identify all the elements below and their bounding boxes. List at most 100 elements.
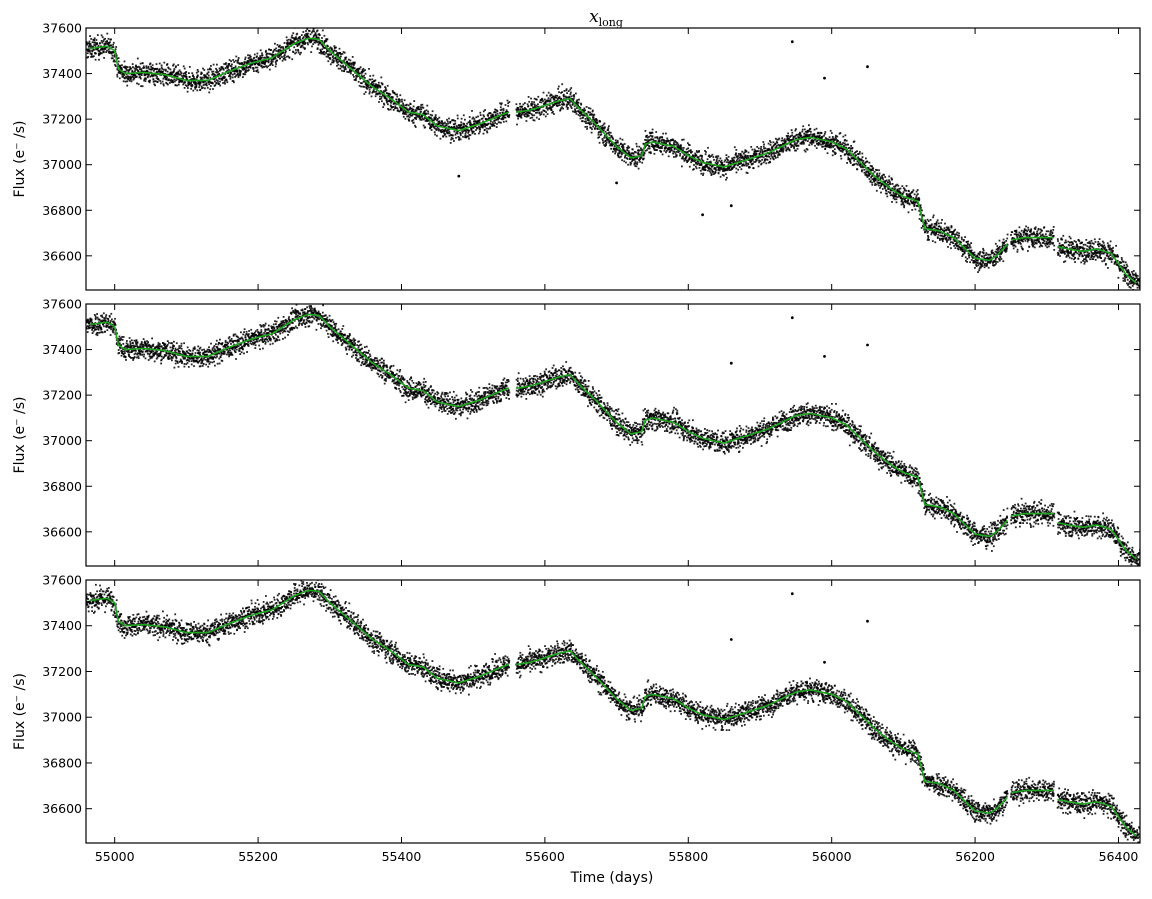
data-point [475,129,477,131]
data-point [115,48,117,50]
data-point [479,131,481,133]
data-point [156,63,158,65]
data-point [159,80,161,82]
data-point [789,150,791,152]
data-point [570,96,572,98]
data-point [856,150,858,152]
data-point [238,76,240,78]
data-point [447,123,449,125]
data-point [615,151,617,153]
data-point [396,99,398,101]
data-point [363,86,365,88]
data-point [399,99,401,101]
data-point [340,68,342,70]
data-point [761,159,763,161]
data-point [382,84,384,86]
data-point [947,246,949,248]
data-point [426,105,428,107]
data-point [681,166,683,168]
data-point [925,221,927,223]
data-point [496,126,498,128]
data-point [259,63,261,65]
data-point [954,236,956,238]
data-point [949,229,951,231]
data-point [696,155,698,157]
data-point [408,104,410,106]
data-point [635,152,637,154]
data-point [98,59,100,61]
data-point [156,68,158,70]
data-point [334,49,336,51]
data-point [232,74,234,76]
data-point [748,152,750,154]
data-point [735,149,737,151]
data-point [733,160,735,162]
data-point [519,103,521,105]
data-point [321,48,323,50]
data-point [168,68,170,70]
data-point [567,107,569,109]
data-point [863,160,865,162]
data-point [206,82,208,84]
data-point [132,66,134,68]
data-point [703,173,705,175]
data-point [454,131,456,133]
data-point [590,121,592,123]
data-point [952,242,954,244]
data-point [633,153,635,155]
data-point [726,161,728,163]
data-point [214,74,216,76]
data-point [606,132,608,134]
data-point [406,104,408,106]
data-point [636,143,638,145]
data-point [448,118,450,120]
data-point [264,57,266,59]
data-point [761,163,763,165]
data-point [185,74,187,76]
data-point [763,144,765,146]
data-point [694,153,696,155]
data-point [460,139,462,141]
data-point [842,151,844,153]
data-point [624,143,626,145]
data-point [648,146,650,148]
data-point [507,100,509,102]
data-point [272,64,274,66]
data-point [932,216,934,218]
data-point [119,77,121,79]
data-point [974,252,976,254]
data-point [464,119,466,121]
data-point [757,150,759,152]
data-point [305,30,307,32]
data-point [702,174,704,176]
data-point [150,63,152,65]
data-point [505,117,507,119]
data-point [947,239,949,241]
data-point [360,66,362,68]
data-point [735,152,737,154]
data-point [725,173,727,175]
data-point [798,145,800,147]
figure-title: xlong [589,7,623,29]
data-point [268,60,270,62]
data-point [814,133,816,135]
data-point [162,71,164,73]
data-point [578,102,580,104]
data-point [453,140,455,142]
data-point [429,122,431,124]
data-point [327,60,329,62]
data-point [890,183,892,185]
data-point [921,210,923,212]
data-point [520,108,522,110]
data-point [749,166,751,168]
data-point [140,68,142,70]
data-point [197,71,199,73]
data-point [139,76,141,78]
data-point [598,134,600,136]
data-point [783,149,785,151]
data-point [422,104,424,106]
data-point [365,73,367,75]
data-point [700,170,702,172]
data-point [893,193,895,195]
data-point [193,76,195,78]
